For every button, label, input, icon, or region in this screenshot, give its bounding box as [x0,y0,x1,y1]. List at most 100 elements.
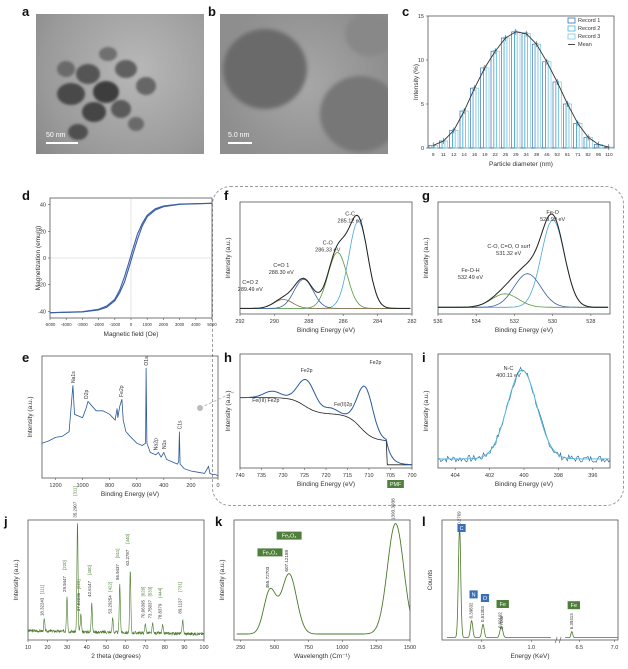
peak-value-label: 0.51303 [480,606,485,622]
x-axis-label: Wavelength (Cm⁻¹) [294,653,350,660]
x-tick-label: 7.0 [611,645,619,651]
x-tick-label: 82 [585,152,591,158]
fe2p-spectrum [240,379,412,466]
peak-hkl-label: [533] [148,587,153,597]
legend-label: Mean [578,42,592,48]
peak-label: N1s [162,440,168,449]
x-tick-label: -3000 [77,322,88,327]
x-tick-label: 725 [300,473,309,479]
peak-value-label: 78.8379 [158,603,163,619]
scale-bar-b [228,142,252,144]
hysteresis-branch [49,202,213,314]
hysteresis-branch [49,202,213,314]
bar [583,137,588,149]
bar [542,61,546,149]
peak-label: Fe2p [119,385,125,397]
x-tick-label: 404 [451,473,460,479]
y-tick-label: 20 [40,229,46,235]
x-tick-label: 730 [278,473,287,479]
x-tick-label: 290 [270,319,279,325]
edx-spectrum [447,527,551,638]
scale-label-a: 50 nm [46,132,66,139]
annotation-label: Fe(II)2p [334,402,352,408]
panel-letter-a: a [22,4,30,19]
x-tick-label: 39 [534,152,540,158]
peak-value-label: 18.32243 [39,597,44,616]
bar [480,67,484,149]
peak-value-label: 465.72703 [265,566,270,588]
x-tick-label: 22 [492,152,498,158]
x-tick-label: 80 [162,645,168,651]
x-tick-label: -5000 [45,322,56,327]
x-axis-label: Binding Energy (eV) [101,491,159,498]
x-tick-label: 1000 [336,645,348,651]
scale-label-b: 5.0 nm [228,132,250,139]
x-tick-label: 735 [257,473,266,479]
peak-tag [496,600,509,608]
annotation-label: 288.30 eV [269,270,294,276]
bar [506,37,511,149]
x-tick-label: 6.5 [575,645,583,651]
bar [534,42,539,149]
x-tick-label: 71 [575,152,581,158]
peak-value-label: 35.2907 [72,501,77,517]
y-axis-label: Intensity (a.u.) [13,559,20,600]
x-tick-label: 10 [25,645,31,651]
x-tick-label: 528 [586,319,595,325]
chart-raman: 250 500 750 1000 1250 1500 465.72703 Fe₃O₄ 607.1… [219,480,416,660]
chart-xrd: 10 20 30 40 50 60 70 80 90 100 18.32243 [111] 29.944… [13,486,209,660]
panel-letter-k: k [215,514,223,529]
plot-frame [233,519,411,641]
peak-hkl-label: [422] [108,582,113,592]
panel-letter-b: b [208,4,216,19]
envelope [438,213,609,308]
xps-group-frame [212,186,624,506]
bar [496,50,500,149]
peak-label: Na1s [71,371,77,383]
peak-hkl-label: [620] [140,587,145,597]
n1s-fit [438,369,610,460]
callout-line [199,391,235,409]
xrd-pattern [27,523,204,637]
peak-hkl-label: [731] [178,582,183,592]
x-tick-label: 60 [123,645,129,651]
panel-letter-e: e [22,350,30,365]
x-tick-label: 70 [142,645,148,651]
x-tick-label: 530 [548,319,557,325]
peak-value-label: 62.2787 [125,549,130,565]
x-tick-label: 50 [103,645,109,651]
bar [500,37,505,149]
x-tick-label: 3000 [175,322,185,327]
panel-letter-j: j [4,514,8,529]
peak-value-label: 0.2769 [457,511,462,525]
y-tick-label: 15 [418,14,424,20]
x-axis-label: Particle diameter (nm) [489,161,553,168]
x-tick-label: 30 [64,645,70,651]
legend-label: Record 3 [578,34,600,40]
x-tick-label: 250 [236,645,245,651]
x-tick-label: 12 [451,152,457,158]
x-tick-label: 46 [544,152,550,158]
bar [573,123,577,149]
x-axis-label: Binding Energy (eV) [297,481,355,488]
annotation-label: 400.11 eV [496,373,521,379]
x-tick-label: 1200 [49,483,61,489]
annotation-label: C=O 1 [273,263,289,269]
annotation-label: 289.49 eV [238,287,263,293]
y-tick-label: 10 [418,58,424,64]
peak-value-label: 1393.3938 [391,498,396,520]
x-tick-label: 1000 [143,322,153,327]
bar [483,66,487,149]
plot-frame [239,201,413,315]
x-tick-label: 53 [554,152,560,158]
plot-frame [441,519,619,641]
panel-letter-g: g [422,188,430,203]
x-tick-label: 1000 [76,483,88,489]
peak-hkl-label: [440] [125,534,130,544]
y-tick-label: 0 [421,146,424,152]
x-axis-label: Binding Energy (eV) [495,481,553,488]
x-tick-label: 740 [235,473,244,479]
